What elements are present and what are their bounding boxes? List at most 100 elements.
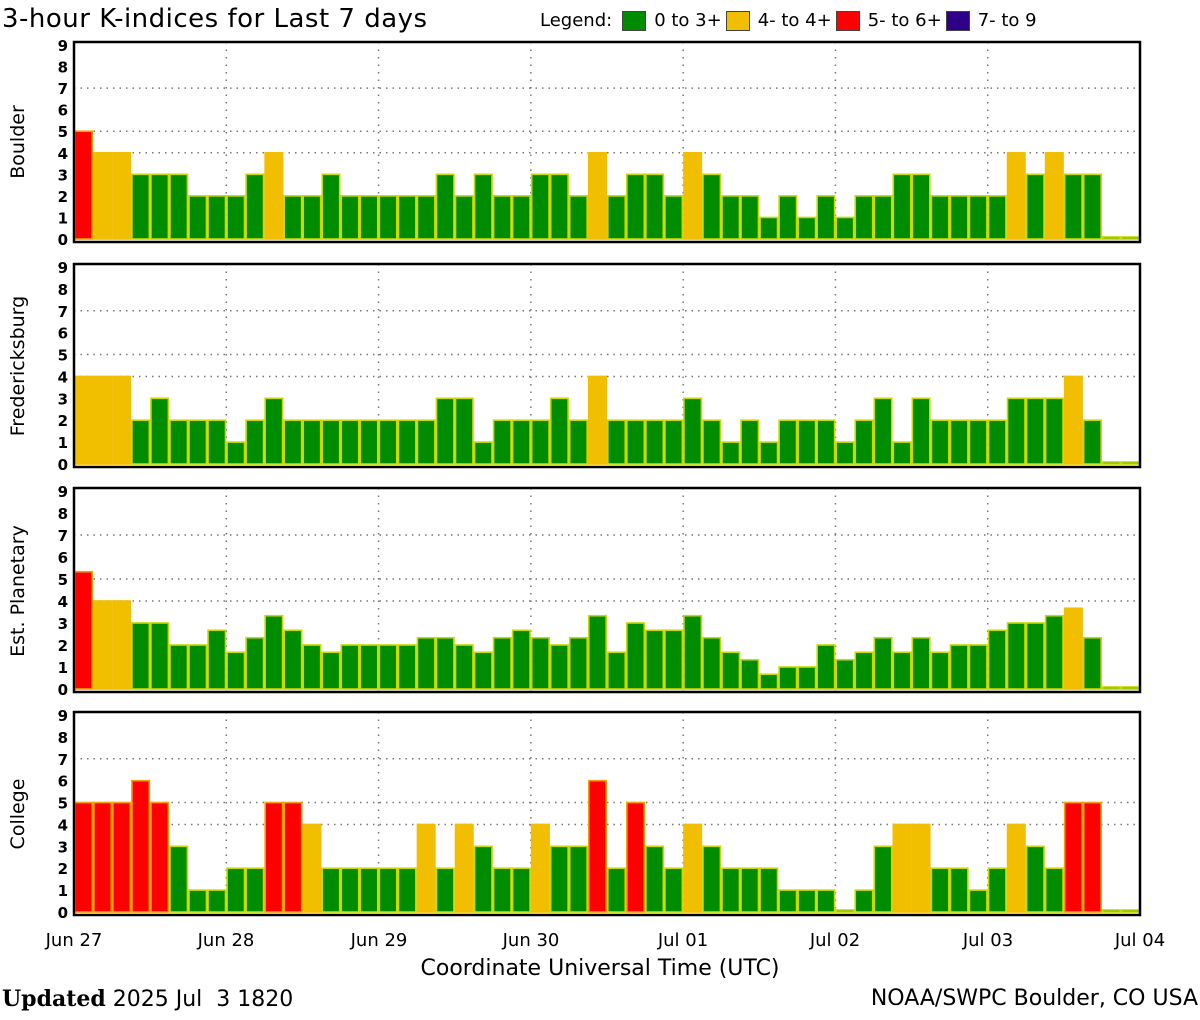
k-index-bar [721,651,741,690]
y-tick-label: 0 [58,456,68,474]
legend-item-purple: 7- to 9 [945,10,1037,31]
k-index-bar [245,419,265,465]
k-index-bar [245,173,265,240]
y-tick-label: 2 [58,412,68,430]
k-index-bar [112,600,132,690]
x-axis-label: Coordinate Universal Time (UTC) [420,956,780,981]
k-index-bar [626,419,646,465]
k-index-bar [949,195,969,240]
k-index-bar [1101,461,1121,465]
k-index-bar [359,644,379,690]
panel-label-boulder: Boulder [7,105,29,179]
k-index-bar [378,195,398,240]
k-index-bar [416,823,436,913]
k-index-bar [626,622,646,690]
k-index-bar [1044,151,1064,240]
k-index-bar [188,889,208,913]
k-index-bar [378,419,398,465]
k-index-bar [854,889,874,913]
y-tick-label: 6 [58,549,68,567]
k-index-bar [568,845,588,913]
k-index-bar [1006,397,1026,465]
k-index-bar [968,419,988,465]
legend-item-yellow: 4- to 4+ [725,10,832,31]
k-index-bar [454,195,474,240]
y-tick-label: 9 [58,483,68,501]
y-tick-label: 1 [58,659,68,677]
panel-frame [72,486,1142,694]
k-index-bar [169,644,189,690]
k-index-bar [645,419,665,465]
k-index-bar [454,644,474,690]
x-tick-label: Jul 02 [809,930,861,951]
k-index-bar [835,441,855,465]
k-index-bar [416,195,436,240]
k-index-bar [1006,823,1026,913]
k-index-bar [606,419,627,465]
k-index-bar [112,151,132,240]
k-index-bar [873,397,893,465]
k-index-bar [1025,622,1045,690]
k-index-bar [1082,173,1102,240]
x-tick-label: Jun 28 [197,930,255,951]
panel-label-est-planetary: Est. Planetary [7,525,29,657]
k-index-bar [930,867,950,913]
k-index-bar [968,889,988,913]
updated-timestamp: Updated 2025 Jul 3 1820 [2,988,293,1011]
y-tick-label: 9 [58,259,68,277]
x-tick-label: Jun 29 [350,930,408,951]
k-index-bar [435,636,455,690]
k-index-bar [968,195,988,240]
y-tick-label: 4 [58,593,68,611]
k-index-bar [340,867,360,913]
k-index-bar [1063,607,1083,690]
k-index-bar [740,658,760,690]
k-index-bar [150,622,170,690]
panel-frame [72,710,1142,917]
k-index-bar [816,195,836,240]
y-tick-label: 3 [58,166,68,184]
y-tick-label: 7 [58,303,68,321]
k-index-bar [1120,686,1140,690]
k-index-bar [416,636,436,690]
k-index-bar [1025,397,1045,465]
k-index-bar [664,867,684,913]
k-index-bar [721,867,741,913]
k-index-bar [74,570,94,690]
k-index-bar [740,195,760,240]
k-index-bar [587,614,607,690]
legend-item-green: 0 to 3+ [622,10,722,31]
k-index-bar [321,867,341,913]
k-index-bar [283,195,303,240]
k-index-bar [416,419,436,465]
updated-label: Updated [2,986,106,1012]
legend-item-red: 5- to 6+ [835,10,942,31]
k-index-bar [778,666,798,690]
legend-swatch [725,10,750,31]
k-index-bar [1120,909,1140,913]
k-index-bar [397,195,417,240]
y-tick-label: 3 [58,615,68,633]
k-index-bar [797,666,817,690]
chart-title: 3-hour K-indices for Last 7 days [2,4,428,34]
k-index-bar [854,419,874,465]
k-index-bar [169,845,189,913]
k-index-bar [1101,686,1121,690]
y-tick-label: 8 [58,729,68,747]
k-index-bar [835,909,855,913]
k-index-bar [1082,419,1102,465]
k-index-bar [226,195,246,240]
k-index-bar [797,216,817,240]
k-index-bar [93,600,113,690]
x-tick-label: Jul 04 [1114,930,1166,951]
x-tick-label: Jul 01 [657,930,709,951]
k-index-bar [1025,845,1045,913]
y-tick-label: 0 [58,904,68,922]
k-index-bar [530,636,550,690]
k-index-bar [740,419,760,465]
x-tick-label: Jun 27 [45,930,103,951]
k-index-bar [473,651,493,690]
k-index-bar [283,629,303,690]
k-index-bar [568,195,588,240]
k-index-bar [264,801,284,913]
